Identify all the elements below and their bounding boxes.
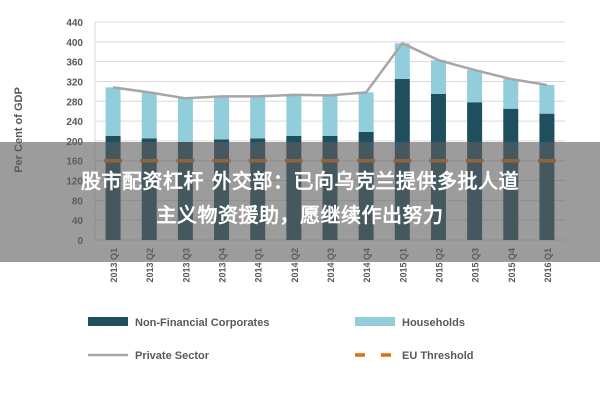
x-tick-label: 2013 Q2: [145, 248, 155, 283]
bar-households: [358, 92, 374, 132]
y-tick-label: 400: [66, 38, 83, 49]
bar-households: [430, 60, 446, 94]
bar-households: [394, 43, 410, 79]
legend-swatch-non-financial-corporates: [88, 317, 128, 326]
x-tick-label: 2014 Q3: [326, 248, 336, 283]
bar-households: [141, 92, 157, 139]
x-tick-label: 2014 Q1: [254, 248, 264, 283]
x-tick-label: 2014 Q2: [290, 248, 300, 283]
legend-swatch-households: [355, 317, 395, 326]
y-tick-label: 360: [66, 58, 83, 69]
x-tick-label: 2013 Q1: [109, 248, 119, 283]
x-tick-label: 2015 Q2: [434, 248, 444, 283]
bar-households: [503, 78, 519, 109]
x-tick-label: 2013 Q4: [218, 248, 228, 283]
bar-households: [539, 84, 555, 114]
x-tick-label: 2015 Q1: [398, 248, 408, 283]
x-tick-label: 2013 Q3: [181, 248, 191, 283]
x-tick-label: 2015 Q3: [471, 248, 481, 283]
headline-line-2: 主义物资援助，愿继续作出努力: [156, 203, 444, 227]
legend: Non-Financial Corporates Households Privat…: [88, 317, 474, 362]
x-tick-label: 2016 Q1: [543, 248, 553, 283]
legend-label-eu-threshold: EU Threshold: [402, 350, 474, 362]
bar-households: [467, 70, 483, 103]
legend-label-households: Households: [402, 317, 465, 329]
legend-label-private-sector: Private Sector: [135, 350, 210, 362]
y-tick-label: 240: [66, 117, 83, 128]
legend-label-non-financial-corporates: Non-Financial Corporates: [135, 317, 269, 329]
bar-households: [286, 94, 302, 136]
x-axis-ticks: 2013 Q1 2013 Q2 2013 Q3 2013 Q4 2014 Q1 2014 …: [109, 248, 553, 283]
bar-households: [322, 95, 338, 136]
headline-line-1: 股市配资杠杆 外交部：已向乌克兰提供多批人道: [81, 169, 519, 193]
y-tick-label: 320: [66, 77, 83, 88]
news-headline-banner: 股市配资杠杆 外交部：已向乌克兰提供多批人道 主义物资援助，愿继续作出努力: [0, 142, 600, 262]
x-tick-label: 2014 Q4: [362, 248, 372, 283]
y-tick-label: 280: [66, 97, 83, 108]
line-private-sector: [112, 42, 548, 100]
bar-households: [250, 96, 266, 139]
headline-text: 股市配资杠杆 外交部：已向乌克兰提供多批人道 主义物资援助，愿继续作出努力: [0, 142, 600, 232]
bar-households: [177, 98, 193, 142]
bar-households: [105, 87, 121, 136]
bar-households: [214, 96, 230, 140]
x-tick-label: 2015 Q4: [507, 248, 517, 283]
y-tick-label: 440: [66, 18, 83, 29]
